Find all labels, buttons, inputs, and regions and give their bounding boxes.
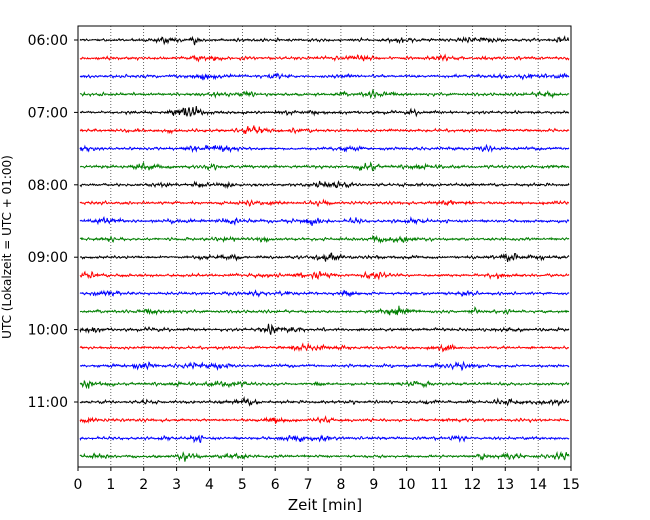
trace-line — [79, 396, 570, 407]
trace-line — [79, 198, 570, 208]
x-tick-label: 6 — [271, 477, 280, 493]
x-axis-label: Zeit [min] — [288, 496, 362, 514]
x-tick-label: 4 — [205, 477, 214, 493]
x-tick-label: 15 — [562, 477, 580, 493]
x-tick-label: 9 — [369, 477, 378, 493]
x-tick-label: 1 — [106, 477, 115, 493]
trace-line — [79, 88, 570, 100]
trace-line — [79, 53, 570, 63]
x-tick-label: 14 — [529, 477, 547, 493]
y-axis-label: UTC (Lokalzeit = UTC + 01:00) — [0, 155, 14, 339]
x-axis-ticks: 0 1 2 3 4 5 6 7 8 9 10 11 12 13 14 15 — [74, 467, 580, 493]
trace-line — [79, 106, 570, 118]
x-tick-label: 0 — [74, 477, 83, 493]
x-tick-label: 12 — [463, 477, 481, 493]
x-tick-label: 2 — [139, 477, 148, 493]
x-tick-label: 7 — [304, 477, 313, 493]
x-tick-label: 10 — [398, 477, 416, 493]
trace-line — [79, 379, 570, 390]
seismic-traces — [79, 35, 570, 462]
y-tick-label: 10:00 — [28, 323, 68, 339]
y-tick-label: 11:00 — [28, 395, 68, 411]
x-tick-label: 8 — [336, 477, 345, 493]
trace-line — [79, 270, 570, 281]
x-tick-label: 5 — [238, 477, 247, 493]
y-tick-label: 09:00 — [28, 250, 68, 266]
trace-line — [79, 72, 570, 81]
x-tick-label: 3 — [172, 477, 181, 493]
trace-line — [79, 215, 570, 227]
trace-line — [79, 450, 570, 462]
trace-line — [79, 180, 570, 190]
trace-line — [79, 342, 570, 353]
y-tick-label: 08:00 — [28, 178, 68, 194]
y-axis-ticks: 06:00 07:00 08:00 09:00 10:00 11:00 — [28, 33, 78, 411]
trace-line — [79, 289, 570, 298]
trace-line — [79, 234, 570, 244]
y-tick-label: 06:00 — [28, 33, 68, 49]
x-tick-label: 11 — [431, 477, 449, 493]
y-tick-label: 07:00 — [28, 105, 68, 121]
x-tick-label: 13 — [496, 477, 514, 493]
trace-line — [79, 434, 570, 444]
plot-frame — [77, 25, 572, 468]
trace-line — [79, 360, 570, 372]
trace-line — [79, 415, 570, 424]
trace-line — [79, 252, 570, 263]
trace-line — [79, 125, 570, 135]
trace-line — [79, 143, 570, 154]
trace-line — [79, 161, 570, 172]
trace-line — [79, 323, 570, 335]
trace-line — [79, 305, 570, 316]
trace-line — [79, 35, 570, 46]
